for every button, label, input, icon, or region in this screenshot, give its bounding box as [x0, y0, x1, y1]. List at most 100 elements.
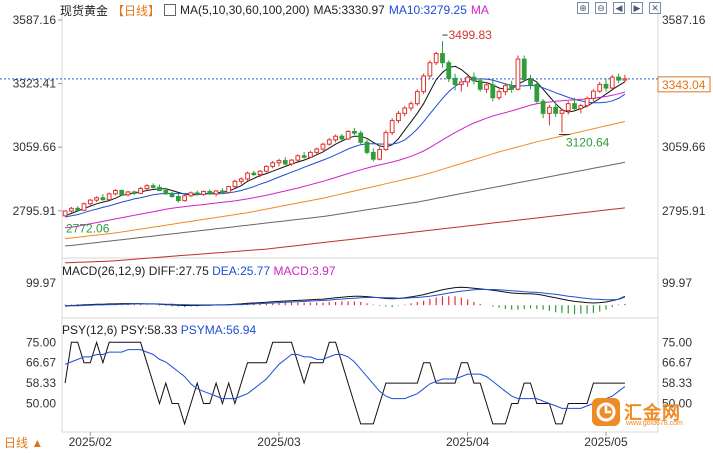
candle-body	[282, 160, 288, 165]
candle-body	[106, 193, 112, 201]
candle-body	[201, 190, 206, 195]
psy-value: PSY:58.33	[120, 323, 178, 337]
ma-line-ma200	[65, 207, 625, 264]
candle-body	[534, 83, 540, 102]
logo-text: 汇金网	[624, 403, 681, 423]
current-price-tag	[657, 76, 711, 93]
candle-body	[213, 190, 219, 195]
psy-line-psyma	[64, 349, 626, 409]
candle-body	[402, 107, 408, 114]
ma-line-ma100	[65, 161, 625, 247]
candle-body	[383, 132, 389, 151]
candle-body	[308, 151, 313, 158]
right-arrow-icon[interactable]: ▶	[631, 2, 643, 14]
zoom-in-icon[interactable]: ⊕	[577, 2, 589, 14]
psy-line-psy	[64, 340, 625, 426]
macd-y-tick-right: 99.97	[662, 276, 692, 290]
candle-body	[465, 76, 471, 83]
macd-header: MACD(26,12,9) DIFF:27.75 DEA:25.77 MACD:…	[62, 264, 336, 278]
psy-header: PSY(12,6) PSY:58.33 PSYMA:56.94	[62, 323, 256, 337]
price-y-tick-left: 2795.91	[13, 204, 57, 218]
x-tick-label: 2025/02	[69, 435, 113, 449]
macd-y-tick-left: 99.97	[26, 276, 56, 290]
candle-body	[597, 83, 603, 92]
psy-y-tick-right: 66.67	[662, 356, 692, 370]
psy-params: PSY(12,6)	[62, 323, 118, 337]
candle-body	[257, 170, 263, 176]
low-annotation-may: 3120.64	[566, 135, 610, 149]
candle-body	[352, 130, 357, 134]
candle-body	[295, 155, 301, 161]
candle-body	[528, 79, 533, 85]
candle-body	[616, 76, 621, 81]
ma-params: MA(5,10,30,60,100,200)	[180, 3, 310, 17]
candle-body	[314, 148, 320, 153]
psy-y-tick-left: 66.67	[26, 356, 56, 370]
candle-body	[421, 75, 426, 93]
psy-y-tick-left: 58.33	[26, 376, 56, 390]
logo-url: www.gold678.com	[626, 420, 683, 427]
candle-body	[270, 162, 276, 167]
candle-body	[433, 53, 439, 64]
candle-body	[502, 85, 508, 93]
candle-body	[138, 188, 143, 194]
candle-body	[603, 83, 609, 89]
low-annotation-jan: 2772.06	[66, 222, 110, 236]
close-icon[interactable]: ✕	[649, 2, 661, 14]
candle-body	[251, 172, 257, 176]
price-y-tick-left: 3587.16	[13, 13, 57, 27]
candle-body	[484, 84, 489, 90]
ma-line-ma10	[65, 78, 626, 218]
candle-body	[69, 207, 74, 212]
macd-params: MACD(26,12,9)	[62, 264, 146, 278]
candle-body	[326, 139, 332, 145]
candle-body	[547, 106, 552, 114]
candle-body	[427, 62, 433, 77]
ma5-value: MA5:3330.97	[313, 3, 385, 17]
psy-y-tick-left: 50.00	[26, 397, 56, 411]
candle-body	[339, 135, 345, 140]
logo-badge-icon	[592, 398, 620, 426]
candle-body	[565, 103, 571, 111]
ma-settings-icon[interactable]	[164, 4, 177, 16]
price-y-tick-left: 3323.41	[13, 77, 57, 91]
x-tick-label: 2025/04	[446, 435, 490, 449]
candle-body	[509, 85, 515, 90]
zoom-out-icon[interactable]: ⊖	[595, 2, 607, 14]
candle-body	[125, 191, 131, 196]
candle-body	[75, 207, 81, 211]
candle-body	[238, 178, 244, 182]
candle-body	[81, 203, 87, 211]
ma20-value: MA	[470, 3, 489, 17]
candle-body	[345, 130, 351, 140]
period-selector[interactable]: 【日线】	[112, 3, 161, 18]
candle-body	[609, 76, 615, 89]
candle-body	[100, 197, 106, 201]
candle-body	[245, 172, 250, 180]
toolbar: ⊕ ⊖ ◀ ▶ ✕	[577, 2, 661, 14]
candle-body	[396, 112, 401, 122]
candle-body	[553, 106, 559, 114]
candle-body	[452, 77, 458, 85]
candle-body	[219, 190, 225, 193]
psy-y-tick-right: 75.00	[662, 335, 692, 349]
price-y-tick-left: 3059.66	[13, 140, 57, 154]
candle-body	[182, 195, 188, 202]
ma-line-ma60	[65, 121, 626, 240]
high-annotation: 3499.83	[448, 28, 492, 42]
candle-body	[622, 78, 628, 81]
x-tick-label: 2025/05	[584, 435, 628, 449]
candle-body	[157, 186, 162, 191]
left-arrow-icon[interactable]: ◀	[613, 2, 625, 14]
ma-line-ma30	[65, 91, 626, 229]
candle-body	[490, 84, 496, 99]
candle-body	[62, 210, 68, 217]
period-footer-label[interactable]: 日线 ▲	[4, 436, 44, 450]
candle-body	[408, 103, 414, 109]
candle-body	[144, 185, 150, 190]
psy-y-tick-right: 58.33	[662, 376, 692, 390]
candle-body	[521, 58, 527, 81]
candle-body	[414, 91, 420, 105]
candle-body	[333, 135, 338, 141]
